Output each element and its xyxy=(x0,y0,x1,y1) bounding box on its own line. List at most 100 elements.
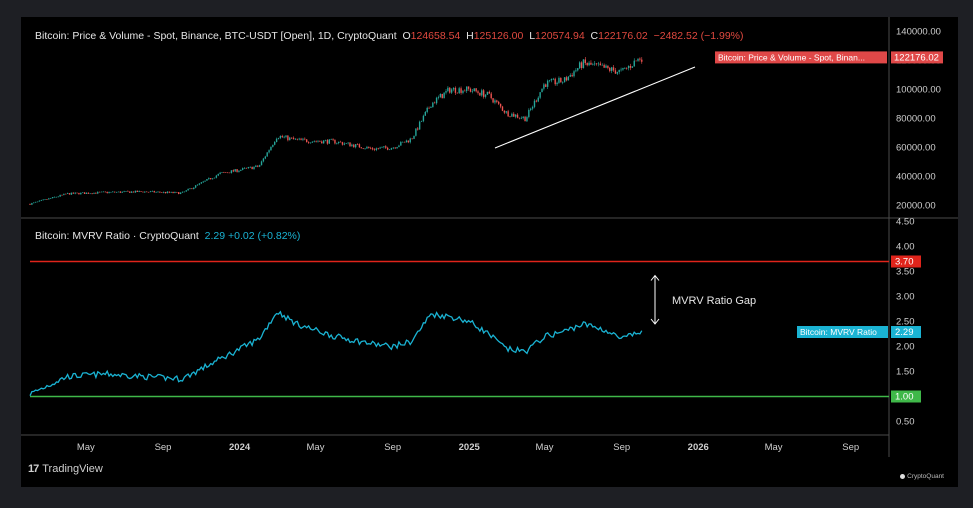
price-candle xyxy=(206,179,208,181)
price-candle xyxy=(290,137,293,139)
price-candle xyxy=(262,158,265,162)
time-axis-tick: 2026 xyxy=(688,442,709,453)
price-candle xyxy=(311,141,314,143)
ohlc-open-label: O xyxy=(402,30,411,42)
price-candle xyxy=(622,68,624,70)
price-candle xyxy=(78,192,80,195)
tradingview-icon: 17 xyxy=(28,463,39,475)
price-candle xyxy=(580,62,583,68)
price-candle xyxy=(50,198,52,199)
price-candle xyxy=(226,172,229,174)
price-candle xyxy=(349,142,351,147)
price-candle xyxy=(151,191,154,192)
price-candle xyxy=(432,102,434,108)
price-candle xyxy=(296,138,299,140)
price-candle xyxy=(258,165,261,167)
price-candle xyxy=(129,191,131,193)
price-candle xyxy=(198,183,201,185)
price-candle xyxy=(626,67,628,69)
price-candle xyxy=(507,111,509,117)
mvrv-upper-tag: 3.70 xyxy=(895,257,914,268)
price-candle xyxy=(144,191,146,193)
price-candle xyxy=(46,199,48,200)
price-candle xyxy=(356,144,359,145)
price-axis-tick: 100000.00 xyxy=(896,85,941,96)
price-candle xyxy=(170,191,172,193)
mvrv-axis-tick: 2.00 xyxy=(896,342,915,353)
price-candle xyxy=(66,193,69,194)
cryptoquant-logo: CryptoQuant xyxy=(900,473,944,480)
price-candle xyxy=(528,109,530,118)
mvrv-axis-tick: 4.00 xyxy=(896,242,915,253)
price-candle xyxy=(426,107,428,112)
price-candle xyxy=(266,152,268,157)
price-candle xyxy=(211,178,214,180)
price-candle xyxy=(390,148,393,150)
price-candle xyxy=(366,146,368,149)
price-candle xyxy=(386,147,389,150)
price-candle xyxy=(338,141,340,144)
price-candle xyxy=(550,78,553,81)
price-candle xyxy=(409,138,411,143)
price-candle xyxy=(343,143,346,145)
price-candle xyxy=(121,191,123,193)
price-candle xyxy=(339,141,342,143)
price-candle xyxy=(166,191,169,194)
price-candle xyxy=(279,136,282,139)
price-candle xyxy=(641,59,643,62)
price-axis-tick: 60000.00 xyxy=(896,142,936,153)
price-candle xyxy=(179,192,182,195)
mvrv-tag-value-bg xyxy=(891,326,921,338)
price-candle xyxy=(477,91,479,93)
price-candle xyxy=(524,116,526,122)
tradingview-wordmark: TradingView xyxy=(42,463,103,475)
price-candle xyxy=(552,78,555,80)
price-candle xyxy=(289,137,291,141)
mvrv-legend: Bitcoin: MVRV Ratio · CryptoQuant 2.29 +… xyxy=(35,230,300,242)
price-candle xyxy=(599,63,602,66)
price-candle xyxy=(272,144,274,147)
price-candle xyxy=(447,87,449,92)
price-candle xyxy=(546,80,549,87)
price-candle xyxy=(114,191,116,193)
price-candle xyxy=(255,165,257,167)
mvrv-series-line xyxy=(29,310,643,396)
tradingview-logo[interactable]: 17 TradingView xyxy=(28,463,103,475)
price-candle xyxy=(191,188,193,190)
price-candle xyxy=(108,192,110,193)
price-candle xyxy=(104,191,106,193)
price-candle xyxy=(594,63,596,65)
ohlc-close-value: 122176.02 xyxy=(598,30,648,42)
price-candle xyxy=(430,107,432,109)
price-candle xyxy=(57,196,59,198)
price-candle xyxy=(469,88,472,92)
price-candle xyxy=(627,65,630,69)
price-candle xyxy=(102,191,105,193)
price-candle xyxy=(196,184,199,186)
price-candle xyxy=(607,65,609,68)
price-candle xyxy=(208,178,210,180)
price-candle xyxy=(287,135,289,141)
price-candle xyxy=(307,142,310,143)
price-candle xyxy=(609,67,611,71)
price-candle xyxy=(492,98,494,103)
price-candle xyxy=(142,191,144,193)
price-candle xyxy=(437,97,440,98)
price-candle xyxy=(309,142,312,144)
price-candle xyxy=(562,82,564,83)
price-candle xyxy=(274,142,276,145)
chart-canvas[interactable]: 140000.00120000.00100000.0080000.0060000… xyxy=(21,17,958,487)
price-candle xyxy=(490,93,492,99)
price-candle xyxy=(422,115,425,122)
price-candle xyxy=(563,77,566,83)
price-candle xyxy=(202,181,204,183)
price-candle xyxy=(193,187,195,190)
price-candle xyxy=(217,173,219,176)
price-candle xyxy=(228,172,231,174)
price-candle xyxy=(33,202,35,204)
price-candle xyxy=(234,169,236,172)
price-candle xyxy=(223,172,225,173)
price-candle xyxy=(213,177,216,179)
price-candle xyxy=(464,90,466,92)
price-candle xyxy=(221,172,223,173)
